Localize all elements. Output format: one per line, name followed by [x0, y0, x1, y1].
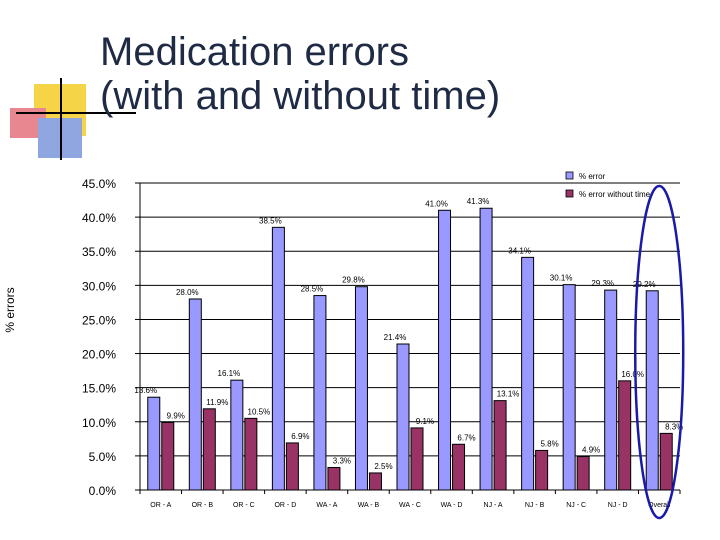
bar-error-without-time	[202, 408, 216, 491]
bar-error-without-time	[410, 427, 424, 491]
data-label: 34.1%	[508, 246, 531, 255]
y-tick-label: 25.0%	[82, 313, 116, 327]
x-axis: OR - A OR - B OR - C OR - D WA - A WA - B WA -…	[139, 489, 681, 509]
legend-label: % error without time	[579, 190, 651, 199]
x-tick-label: OR - D	[274, 502, 296, 509]
chart-gridlines	[140, 182, 680, 457]
data-label: 16.0%	[621, 370, 644, 379]
bar-error-without-time	[618, 380, 632, 491]
bar-error-without-time	[161, 421, 175, 491]
bar-error	[438, 209, 452, 491]
data-label: 9.1%	[416, 417, 434, 426]
bar-error	[562, 284, 576, 491]
bar-error-without-time	[368, 472, 382, 491]
chart-legend: % error % error without time	[565, 171, 651, 199]
data-label: 13.6%	[134, 386, 157, 395]
legend-swatch	[565, 189, 574, 198]
bar-error	[230, 379, 244, 491]
x-tick-label: WA - D	[441, 502, 463, 509]
data-label: 29.2%	[633, 280, 656, 289]
slide-title-line-1: Medication errors	[100, 30, 410, 74]
data-label: 3.3%	[333, 456, 351, 465]
y-tick-label: 20.0%	[82, 348, 116, 362]
data-label: 28.0%	[176, 288, 199, 297]
data-label: 6.9%	[291, 432, 309, 441]
bar-error-without-time	[244, 417, 258, 491]
data-label: 8.3%	[665, 422, 683, 431]
bar-error	[479, 207, 493, 491]
bar-error	[147, 396, 161, 491]
data-label: 38.5%	[259, 216, 282, 225]
x-tick-label: OR - B	[192, 502, 214, 509]
bar-error-without-time	[493, 400, 507, 491]
bar-error	[396, 343, 410, 491]
data-label: 30.1%	[550, 274, 573, 283]
bar-error-without-time	[452, 443, 466, 491]
x-tick-label: NJ - A	[484, 502, 503, 509]
x-tick-label: NJ - B	[525, 502, 545, 509]
y-tick-label: 15.0%	[82, 382, 116, 396]
x-tick-label: OR - A	[150, 502, 171, 509]
y-tick-label: 45.0%	[82, 177, 116, 191]
x-tick-label: OR - C	[233, 502, 255, 509]
x-tick-label: NJ - C	[566, 502, 586, 509]
x-tick-label: NJ - D	[608, 502, 628, 509]
y-tick-label: 10.0%	[82, 416, 116, 430]
y-tick-label: 5.0%	[89, 450, 117, 464]
bar-error-without-time	[659, 432, 673, 491]
data-label: 41.0%	[425, 199, 448, 208]
data-label: 29.8%	[342, 276, 365, 285]
bar-error-without-time	[327, 466, 341, 491]
data-label: 5.8%	[540, 439, 558, 448]
data-label: 41.3%	[467, 197, 490, 206]
data-label: 16.1%	[218, 369, 241, 378]
data-label: 13.1%	[497, 390, 520, 399]
slide-title-line-2: (with and without time)	[100, 74, 501, 118]
data-label: 10.5%	[248, 407, 271, 416]
bar-error-without-time	[535, 449, 549, 491]
data-labels: 13.6% 9.9% 28.0% 11.9% 16.1% 10.5% 38.5% 6.9% 28…	[134, 197, 683, 471]
deco-vertical-line	[60, 78, 62, 160]
slide-title: Medication errors (with and without time…	[100, 30, 500, 118]
bar-error	[313, 295, 327, 491]
data-label: 28.5%	[301, 285, 324, 294]
bar-error	[271, 226, 285, 491]
bar-error	[521, 256, 535, 491]
legend-swatch	[565, 171, 574, 180]
x-tick-label: WA - C	[399, 502, 421, 509]
x-tick-label: WA - B	[358, 502, 380, 509]
data-label: 6.7%	[457, 433, 475, 442]
data-label: 11.9%	[206, 398, 228, 407]
overall-highlight-ellipse	[633, 184, 685, 520]
bar-error-without-time	[285, 442, 299, 491]
data-label: 29.3%	[591, 279, 614, 288]
bar-error-without-time	[576, 456, 590, 491]
y-tick-label: 30.0%	[82, 279, 116, 293]
x-tick-label: Overall	[648, 502, 671, 509]
bar-error	[645, 290, 659, 491]
y-tick-label: 40.0%	[82, 211, 116, 225]
data-label: 2.5%	[374, 462, 392, 471]
data-label: 9.9%	[167, 411, 185, 420]
data-label: 21.4%	[384, 333, 407, 342]
y-axis-label: % errors	[3, 287, 17, 332]
y-tick-label: 0.0%	[89, 484, 117, 498]
bar-error	[188, 298, 202, 491]
deco-horizontal-line	[16, 112, 136, 114]
bar-error	[354, 286, 368, 491]
y-axis: 0.0% 5.0% 10.0% 15.0% 20.0% 25.0% 30.0% 35.0% 40…	[82, 177, 141, 498]
x-tick-label: WA - A	[316, 502, 337, 509]
legend-label: % error	[579, 172, 606, 181]
bar-error	[604, 289, 618, 491]
data-label: 4.9%	[582, 446, 600, 455]
y-tick-label: 35.0%	[82, 245, 116, 259]
